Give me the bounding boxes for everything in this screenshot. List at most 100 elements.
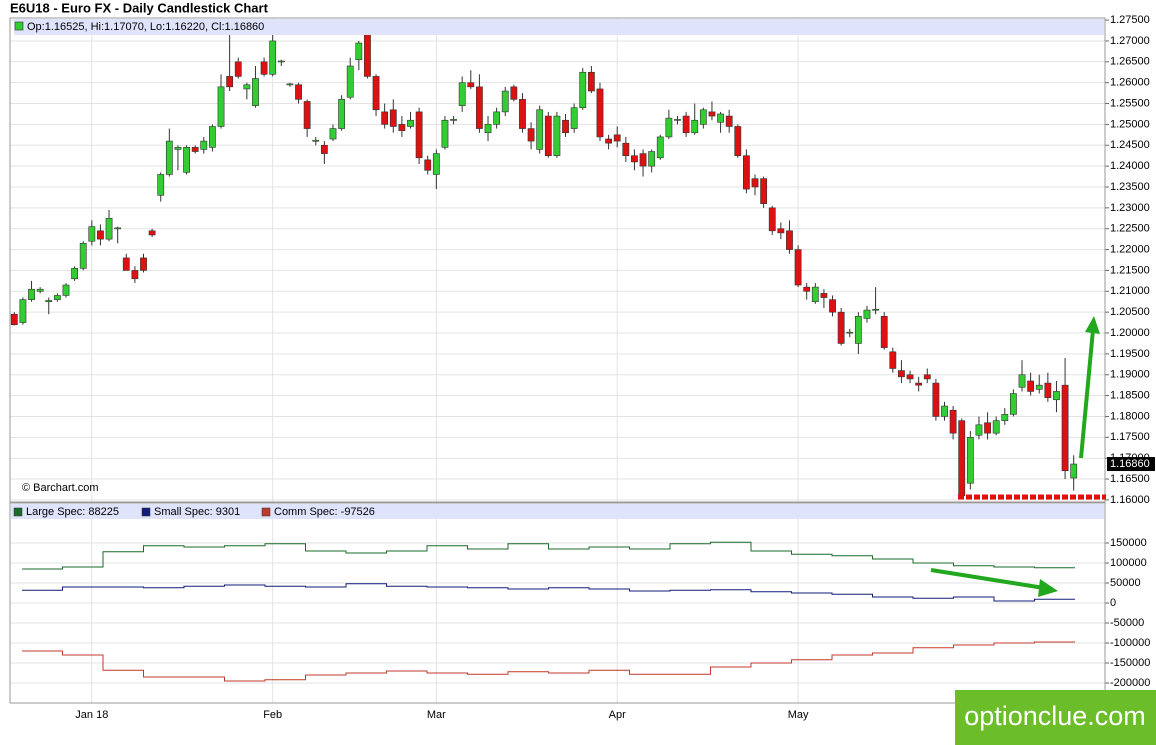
y-tick-label: 1.16500 [1110,473,1150,485]
candle-body [708,111,716,117]
candle-body [777,228,785,234]
candle-body [407,119,414,127]
candle-body [501,90,509,113]
candle-body [880,316,888,348]
y-tick-label: 1.27000 [1110,35,1150,47]
last-price-label: 1.16860 [1110,458,1150,470]
y-tick-label: 1.22000 [1110,243,1150,255]
candle-body [1035,384,1043,390]
watermark-box [955,690,1156,745]
legend-label: Large Spec: 88225 [26,506,119,518]
y-tick-label: 1.27500 [1110,14,1150,26]
candle-body [1044,382,1052,398]
candle-body [984,422,991,434]
candle-body [148,230,156,236]
candle-body [484,124,492,134]
candle-body [682,115,690,134]
info-band [14,19,1104,35]
candle-body [631,155,638,163]
candle-body [691,119,699,134]
candle-body [79,243,87,269]
candle-body [320,144,328,154]
candle-body [441,119,449,148]
watermark: optionclue.com [964,701,1146,731]
candle-body [243,84,251,90]
y-tick-label: 150000 [1110,537,1147,549]
candle-body [898,370,905,378]
candle-body [579,71,587,109]
candle-body [36,288,44,292]
y-tick-label: 1.25000 [1110,118,1150,130]
candle-body [1010,393,1017,415]
candle-body [699,109,707,125]
candle-body [71,268,78,280]
candle-body [794,249,802,286]
candle-body [493,111,501,125]
candle-body [1027,380,1035,392]
y-tick-label: 1.22500 [1110,223,1150,235]
candle-body [467,82,475,88]
y-tick-label: 1.23000 [1110,202,1150,214]
x-tick-label: Apr [609,709,626,721]
y-tick-label: 100000 [1110,557,1147,569]
candle-body [88,226,96,242]
candle-body [854,316,862,344]
candle-body [536,109,544,150]
candle-body [389,109,397,127]
candle-body [820,293,828,298]
y-tick-label: 1.21500 [1110,264,1150,276]
candle-body [622,142,630,156]
candle-body [846,331,854,334]
candle-body [183,147,190,173]
y-tick-label: 1.26500 [1110,56,1150,68]
candle-body [28,288,35,300]
candle-body [364,30,371,77]
plot-frame [9,17,1106,503]
candle-body [923,374,931,380]
y-tick-label: 1.26000 [1110,77,1150,89]
candle-body [674,119,681,121]
candle-body [329,128,337,140]
candle-body [562,119,569,134]
down-arrow [930,568,1058,597]
candle-body [338,99,345,129]
legend-sep: : [335,506,341,518]
candle-body [519,99,526,129]
x-tick-label: Feb [263,709,282,721]
y-tick-label: 1.20000 [1110,327,1150,339]
y-tick-label: -200000 [1110,677,1150,689]
candle-body [992,420,1000,434]
y-tick-label: 50000 [1110,577,1141,589]
series-line [22,541,1075,570]
candle-body [19,299,27,323]
legend-value: 9301 [216,506,240,518]
candle-body [97,230,104,240]
candle-body [226,76,234,88]
candle-body [786,230,793,250]
candle-body [140,257,147,271]
candle-body [596,88,604,138]
candle-body [260,61,268,75]
candle-body [510,86,518,100]
candle-body [269,40,277,75]
candle-body [613,134,621,142]
legend-name: Small Spec [154,506,210,518]
legend-sep: : [210,506,216,518]
candle-body [372,76,380,111]
last-price-box [1107,457,1155,472]
y-tick-label: -100000 [1110,637,1150,649]
legend-band [11,504,1104,519]
candle-body [889,351,897,369]
candle-body [941,405,948,417]
candle-body [932,382,940,417]
candle-body [286,83,294,86]
candle-body [200,140,208,150]
candle-body [544,115,552,156]
candle-body [157,174,165,196]
y-tick-label: 1.18000 [1110,410,1150,422]
candle-body [803,286,811,292]
candle-body [450,119,457,121]
series-line [22,641,1075,682]
candle-body [122,257,130,271]
